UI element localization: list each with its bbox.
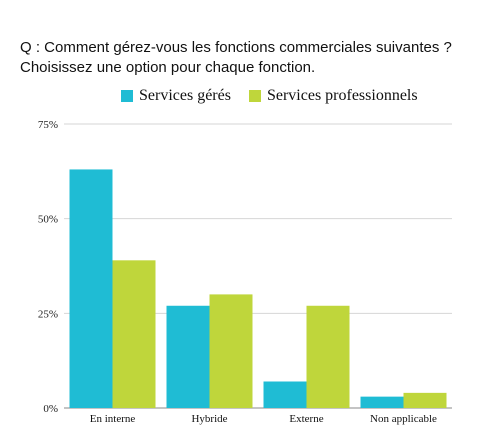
bar-en-interne-series-2 (112, 260, 156, 408)
bar-externe-series-1 (263, 381, 307, 408)
chart-title-line-1: Q : Comment gérez-vous les fonctions com… (20, 39, 452, 56)
x-category-label: Non applicable (370, 413, 437, 425)
bar-hybride-series-2 (209, 294, 253, 408)
x-category-label: En interne (90, 413, 136, 425)
bar-externe-series-2 (306, 305, 350, 408)
legend-item-services-geres: Services gérés (121, 87, 231, 105)
chart-legend: Services gérés Services professionnels (121, 87, 436, 105)
legend-swatch-services-professionnels (248, 90, 261, 102)
y-tick-label: 0% (43, 403, 58, 415)
x-category-label: Externe (289, 413, 323, 425)
legend-label-services-geres: Services gérés (139, 87, 231, 104)
bar-hybride-series-1 (166, 305, 210, 408)
y-tick-label: 50% (38, 214, 58, 226)
bar-non-applicable-series-1 (360, 396, 404, 408)
y-tick-label: 25% (38, 308, 58, 320)
legend-item-services-professionnels: Services professionnels (248, 87, 418, 105)
x-category-label: Hybride (191, 413, 227, 425)
legend-swatch-services-geres (121, 90, 133, 102)
bar-en-interne-series-1 (69, 169, 113, 408)
y-tick-label: 75% (38, 119, 58, 131)
bar-non-applicable-series-2 (403, 392, 447, 408)
legend-label-services-professionnels: Services professionnels (266, 87, 418, 104)
chart-title-line-2: Choisissez une option pour chaque foncti… (20, 59, 316, 76)
chart-title: Q : Comment gérez-vous les fonctions com… (20, 38, 490, 78)
